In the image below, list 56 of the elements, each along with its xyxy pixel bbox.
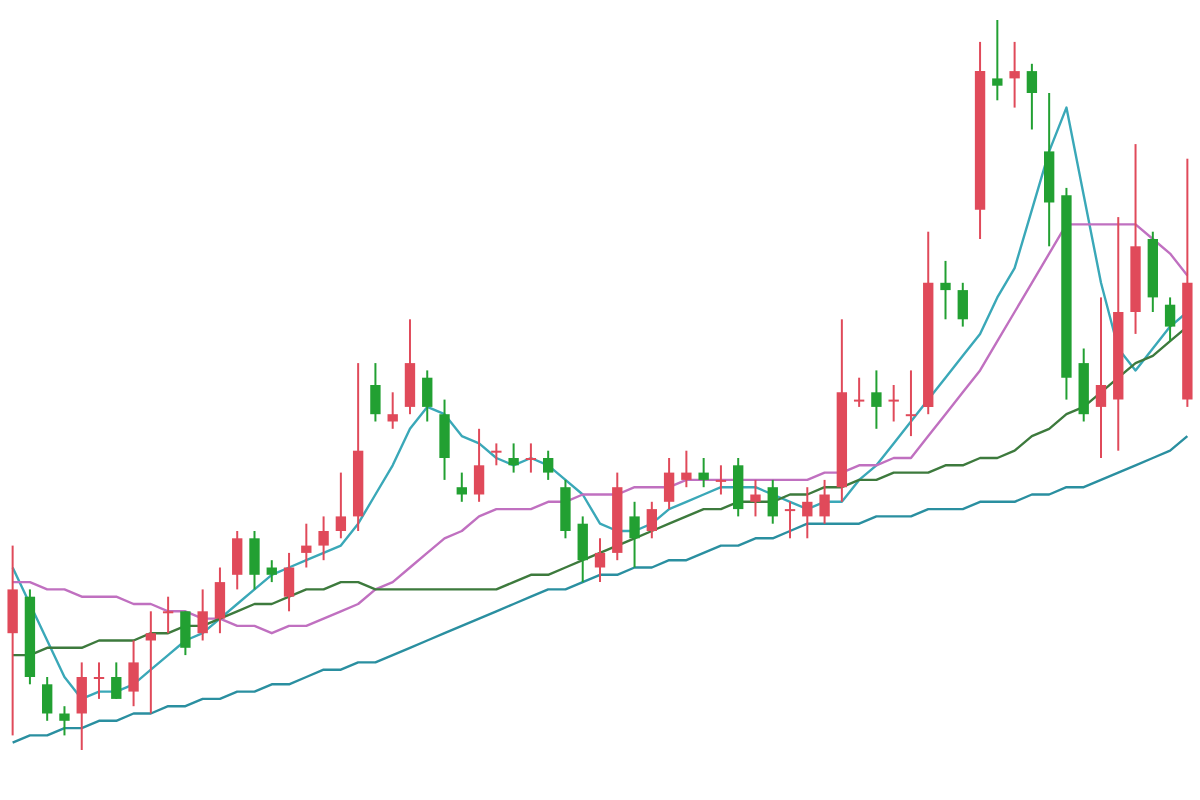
candlestick xyxy=(698,457,709,489)
candlestick xyxy=(301,522,312,569)
candlestick xyxy=(456,471,467,503)
candlestick xyxy=(473,427,485,503)
candlestick xyxy=(853,376,865,408)
candlestick xyxy=(957,281,968,328)
candlestick xyxy=(197,588,208,642)
candlestick xyxy=(404,318,416,416)
candlestick xyxy=(940,259,951,321)
candlestick xyxy=(767,478,778,525)
candlestick xyxy=(59,705,70,737)
candlestick xyxy=(594,537,606,584)
candlestick xyxy=(646,500,658,540)
candlestick xyxy=(180,610,191,657)
candlestick xyxy=(214,566,226,635)
candlestick xyxy=(491,442,502,467)
candlestick xyxy=(992,19,1003,102)
candlestick xyxy=(905,369,917,438)
candlestick xyxy=(318,515,329,562)
candlestick xyxy=(370,362,381,423)
candlestick xyxy=(888,384,899,423)
candlestick xyxy=(232,530,243,591)
candlestick xyxy=(93,661,105,700)
candlestick xyxy=(733,457,744,518)
candlestick xyxy=(7,544,18,737)
candlestick xyxy=(1009,40,1020,109)
candlestick xyxy=(145,610,157,715)
candlestick xyxy=(422,369,433,423)
candlestick xyxy=(802,486,813,540)
candlestick xyxy=(283,551,295,613)
candlestick xyxy=(784,500,796,540)
candlestick xyxy=(42,676,53,722)
candlestick xyxy=(1095,296,1107,459)
candlestick xyxy=(76,661,87,751)
candlestick xyxy=(1164,296,1176,343)
candlestick xyxy=(111,661,122,700)
candlestick xyxy=(560,478,571,540)
candlestick xyxy=(715,464,727,496)
candlestick xyxy=(508,442,519,474)
candlestick xyxy=(387,391,398,430)
candlestick xyxy=(249,530,260,591)
candlestick xyxy=(871,369,882,430)
candlestick xyxy=(128,639,139,708)
candlestick xyxy=(542,449,554,481)
candlestick xyxy=(663,457,675,511)
candlestick xyxy=(439,398,450,481)
candlestick xyxy=(750,478,761,518)
candlestick xyxy=(335,471,347,540)
candlestick xyxy=(162,595,174,635)
candlestick xyxy=(819,478,830,525)
candlestick xyxy=(681,449,692,489)
candlestick xyxy=(266,559,277,584)
candlestick xyxy=(577,515,588,584)
candlestick xyxy=(629,500,640,569)
candlestick xyxy=(525,442,537,474)
candlestick xyxy=(1026,62,1038,131)
